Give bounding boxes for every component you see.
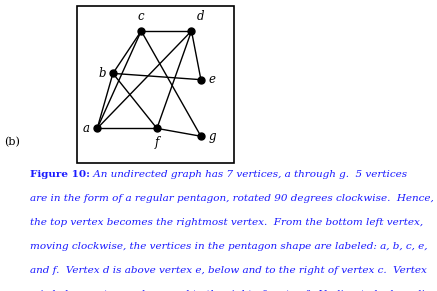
Text: g is below vertex e, above and to the right of vertex f.  Undirected edges, line: g is below vertex e, above and to the ri… [30,290,437,291]
Text: and f.  Vertex d is above vertex e, below and to the right of vertex c.  Vertex: and f. Vertex d is above vertex e, below… [30,266,427,275]
Text: the top vertex becomes the rightmost vertex.  From the bottom left vertex,: the top vertex becomes the rightmost ver… [30,218,423,227]
Text: e: e [208,73,215,86]
Text: b: b [98,67,106,80]
Text: c: c [138,10,145,23]
Text: moving clockwise, the vertices in the pentagon shape are labeled: a, b, c, e,: moving clockwise, the vertices in the pe… [30,242,427,251]
Text: Figure 10:: Figure 10: [30,170,90,179]
Text: g: g [208,130,216,143]
Text: d: d [197,10,205,23]
Text: a: a [83,122,90,135]
Text: (b): (b) [4,137,20,148]
Text: f: f [155,136,159,149]
Text: An undirected graph has 7 vertices, a through g.  5 vertices: An undirected graph has 7 vertices, a th… [90,170,407,179]
Text: are in the form of a regular pentagon, rotated 90 degrees clockwise.  Hence,: are in the form of a regular pentagon, r… [30,194,434,203]
